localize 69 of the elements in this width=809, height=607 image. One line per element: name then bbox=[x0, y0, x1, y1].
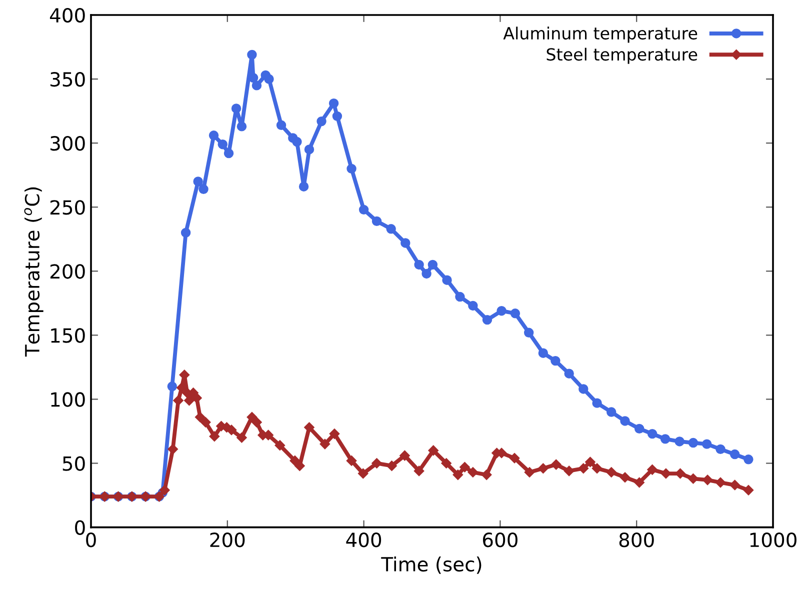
x-tick-label: 1000 bbox=[750, 532, 796, 548]
point bbox=[208, 130, 219, 140]
point bbox=[688, 438, 698, 448]
point bbox=[455, 292, 465, 302]
point bbox=[180, 228, 191, 238]
y-tick-label: 300 bbox=[50, 136, 85, 151]
y-tick-label: 150 bbox=[51, 328, 85, 343]
point bbox=[674, 436, 684, 446]
x-tick-label: 0 bbox=[86, 532, 96, 548]
point bbox=[236, 122, 247, 132]
x-tick-label: 800 bbox=[619, 532, 654, 548]
point bbox=[167, 382, 178, 392]
point bbox=[428, 260, 438, 270]
y-tick-label: 0 bbox=[75, 520, 85, 535]
y-tick-label: 400 bbox=[50, 8, 85, 23]
point bbox=[231, 104, 242, 114]
y-tick-label: 350 bbox=[50, 72, 85, 87]
x-tick-label: 200 bbox=[210, 532, 245, 548]
point bbox=[660, 434, 670, 444]
point bbox=[332, 111, 342, 122]
point bbox=[592, 398, 602, 408]
point bbox=[372, 216, 382, 226]
y-tick-label: 100 bbox=[51, 392, 85, 407]
y-tick-label: 250 bbox=[50, 200, 85, 215]
point bbox=[346, 164, 356, 174]
point bbox=[606, 407, 616, 417]
point bbox=[702, 439, 712, 449]
point bbox=[386, 224, 396, 234]
point bbox=[647, 428, 658, 439]
point bbox=[224, 148, 234, 158]
y-axis-title: Temperature ($^{o}$C) bbox=[24, 187, 44, 357]
y-tick-label: 50 bbox=[62, 456, 85, 471]
point bbox=[358, 204, 369, 215]
point bbox=[292, 136, 302, 147]
point bbox=[328, 98, 339, 108]
point bbox=[538, 348, 548, 358]
point bbox=[422, 268, 432, 279]
point bbox=[298, 182, 309, 192]
point bbox=[264, 74, 274, 84]
point bbox=[744, 454, 754, 464]
x-tick-label: 600 bbox=[483, 532, 518, 548]
point bbox=[442, 275, 452, 285]
x-axis-title: Time (sec) bbox=[381, 556, 482, 574]
point bbox=[510, 308, 520, 318]
point bbox=[198, 184, 208, 194]
point bbox=[564, 368, 574, 378]
y-tick-label: 200 bbox=[50, 264, 85, 279]
point bbox=[578, 384, 588, 394]
point bbox=[276, 120, 286, 130]
point bbox=[247, 50, 257, 60]
point bbox=[716, 444, 726, 454]
point bbox=[550, 356, 560, 366]
x-tick-label: 400 bbox=[346, 532, 382, 548]
legend-label: Aluminum temperature bbox=[503, 26, 698, 43]
point bbox=[634, 424, 644, 434]
point bbox=[524, 328, 534, 338]
point bbox=[730, 449, 740, 460]
point bbox=[316, 116, 326, 126]
point bbox=[400, 238, 410, 248]
point bbox=[482, 314, 492, 325]
point bbox=[414, 260, 424, 270]
point bbox=[496, 306, 506, 316]
point bbox=[304, 144, 314, 154]
point bbox=[193, 176, 203, 186]
point bbox=[620, 416, 630, 426]
point bbox=[252, 80, 262, 90]
legend-label: Steel temperature bbox=[546, 48, 698, 64]
point bbox=[468, 300, 478, 311]
point bbox=[218, 139, 228, 150]
